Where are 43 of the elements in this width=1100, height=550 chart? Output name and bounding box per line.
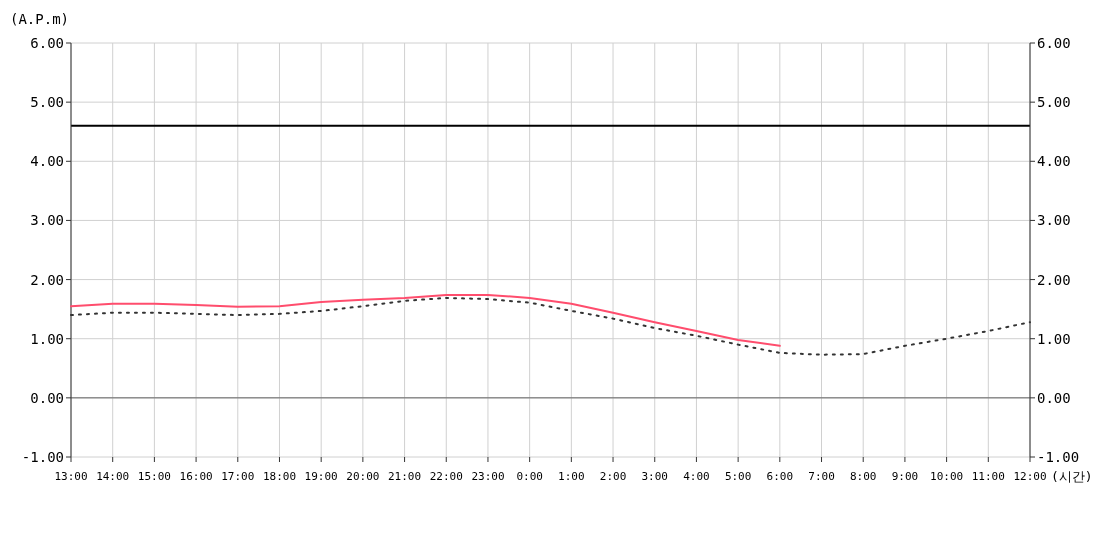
y2-tick-label: 2.00 xyxy=(1037,271,1071,288)
y-tick-label: 4.00 xyxy=(30,153,64,170)
x-tick-label: 21:00 xyxy=(388,470,422,483)
y-tick-label: 0.00 xyxy=(30,389,64,406)
x-tick-label: 3:00 xyxy=(641,470,668,483)
y-tick-label: 1.00 xyxy=(30,330,64,347)
y-tick-label: -1.00 xyxy=(21,449,64,465)
x-tick-label: 19:00 xyxy=(304,470,338,483)
x-tick-label: 11:00 xyxy=(971,470,1005,483)
x-tick-label: 10:00 xyxy=(930,470,964,483)
x-tick-label: 18:00 xyxy=(262,470,297,483)
x-tick-label: 12:00 xyxy=(1013,470,1047,483)
x-tick-label: 16:00 xyxy=(179,470,213,483)
y2-tick-label: 1.00 xyxy=(1037,330,1071,347)
y2-tick-label: 5.00 xyxy=(1037,94,1071,111)
x-tick-label: 23:00 xyxy=(471,470,505,483)
x-tick-label: 7:00 xyxy=(808,470,835,483)
x-tick-label: 14:00 xyxy=(96,470,130,483)
y-tick-label: 2.00 xyxy=(30,271,64,288)
x-tick-label: 2:00 xyxy=(599,470,627,483)
y2-tick-label: 4.00 xyxy=(1037,153,1071,170)
line-series xyxy=(70,293,781,347)
x-tick-label: 13:00 xyxy=(54,470,88,483)
y2-tick-label: -1.00 xyxy=(1037,449,1080,465)
y-tick-label: 3.00 xyxy=(30,212,64,229)
x-axis-title: (시간) xyxy=(1051,469,1093,484)
x-tick-label: 6:00 xyxy=(766,470,794,483)
x-tick-label: 9:00 xyxy=(891,470,919,483)
y-tick-label: 6.00 xyxy=(30,35,64,51)
x-tick-label: 0:00 xyxy=(516,470,543,483)
x-tick-label: 8:00 xyxy=(849,470,877,483)
y2-tick-label: 0.00 xyxy=(1037,389,1071,406)
y-axis-title: (A.P.m) xyxy=(10,11,70,27)
y2-tick-label: 6.00 xyxy=(1037,35,1071,51)
x-tick-label: 1:00 xyxy=(558,470,585,483)
y-tick-label: 5.00 xyxy=(30,94,64,111)
x-tick-label: 20:00 xyxy=(346,470,380,483)
x-tick-label: 22:00 xyxy=(429,470,463,483)
x-tick-label: 17:00 xyxy=(221,470,255,483)
x-tick-label: 4:00 xyxy=(683,470,710,483)
y2-tick-label: 3.00 xyxy=(1037,212,1071,229)
x-tick-label: 5:00 xyxy=(724,470,752,483)
x-tick-label: 15:00 xyxy=(137,470,171,483)
